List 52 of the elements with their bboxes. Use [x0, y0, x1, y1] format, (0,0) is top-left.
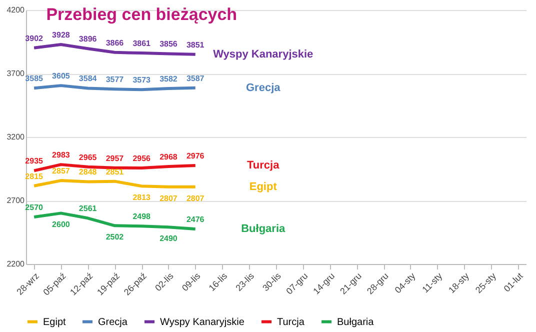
y-tick-label: 4200 [6, 6, 26, 14]
data-label: 2502 [106, 232, 124, 242]
data-label: 3582 [160, 74, 178, 84]
line-series [32, 179, 197, 188]
data-label: 2957 [106, 154, 124, 163]
legend-label: Egipt [43, 316, 66, 328]
data-label: 2968 [160, 152, 178, 162]
data-label: 2851 [106, 167, 124, 176]
data-label: 3851 [186, 40, 205, 50]
data-label: 3866 [106, 38, 124, 48]
text: Grecja [246, 82, 280, 94]
data-label: 3587 [186, 74, 205, 83]
data-label: 2815 [25, 172, 44, 181]
y-tick-label: 3700 [6, 69, 26, 78]
data-label: 3856 [160, 40, 178, 49]
data-label: 3585 [25, 74, 44, 84]
text: Wyspy Kanaryjskie [213, 48, 314, 60]
data-label: 2570 [25, 203, 44, 212]
y-tick-label: 2200 [6, 260, 26, 268]
data-label: 2807 [160, 194, 178, 203]
legend-label: Bułgaria [337, 316, 374, 328]
y-tick-label: 3200 [6, 132, 26, 142]
data-label: 2983 [52, 150, 70, 160]
data-label: 2976 [186, 151, 205, 160]
text: Bułgaria [241, 222, 286, 235]
chart-title: Przebieg cen bieżących [46, 5, 238, 24]
data-label: 2476 [186, 214, 205, 224]
data-label: 3584 [78, 74, 98, 84]
data-label: 2965 [78, 152, 98, 162]
data-label: 3861 [132, 39, 152, 48]
data-label: 3577 [106, 75, 124, 84]
y-tick-label: 2700 [6, 196, 26, 205]
data-label: 2600 [52, 220, 70, 230]
legend-label: Wyspy Kanaryjskie [160, 316, 245, 328]
data-label: 2813 [132, 193, 152, 202]
data-label: 3928 [52, 30, 70, 40]
data-label: 2848 [78, 168, 98, 177]
data-label: 2807 [186, 194, 205, 203]
data-label: 2956 [132, 154, 152, 163]
data-label: 2935 [25, 156, 44, 166]
data-label: 2490 [160, 234, 178, 244]
data-label: 3605 [52, 72, 70, 81]
text: Egipt [249, 180, 277, 193]
data-label: 3896 [78, 34, 98, 44]
data-label: 2561 [78, 204, 98, 214]
data-label: 2857 [52, 166, 70, 176]
legend-label: Grecja [98, 316, 128, 328]
data-label: 3573 [132, 76, 152, 85]
data-label: 3902 [25, 34, 44, 43]
data-label: 2498 [132, 212, 152, 222]
text: Turcja [247, 159, 280, 172]
legend-label: Turcja [277, 316, 305, 328]
